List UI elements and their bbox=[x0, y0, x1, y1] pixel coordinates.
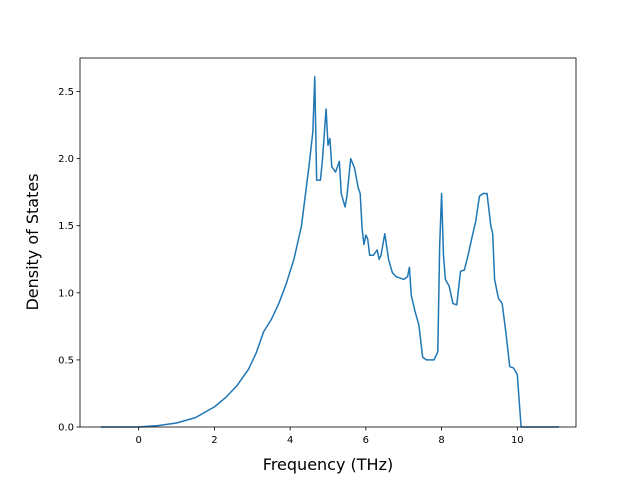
x-tick-label: 2 bbox=[211, 435, 217, 446]
plot-area bbox=[79, 57, 577, 428]
y-tick-label: 2.0 bbox=[58, 154, 74, 165]
y-tick-label: 0.5 bbox=[58, 355, 74, 366]
y-tick-label: 1.0 bbox=[58, 288, 74, 299]
y-axis-label: Density of States bbox=[23, 173, 42, 310]
axis-ticks: 0 2 4 6 8 10 0.0 0.5 1.0 1.5 2.0 2.5 bbox=[58, 87, 524, 446]
x-tick-label: 8 bbox=[438, 435, 444, 446]
y-tick-label: 1.5 bbox=[58, 221, 74, 232]
axes-frame bbox=[79, 57, 577, 428]
x-tick-label: 6 bbox=[363, 435, 369, 446]
y-tick-label: 2.5 bbox=[58, 87, 74, 98]
x-axis-label: Frequency (THz) bbox=[263, 455, 393, 474]
x-tick-label: 0 bbox=[135, 435, 141, 446]
x-tick-label: 10 bbox=[511, 435, 524, 446]
series-line-0 bbox=[100, 76, 559, 428]
x-tick-label: 4 bbox=[287, 435, 293, 446]
y-tick-label: 0.0 bbox=[58, 423, 74, 434]
